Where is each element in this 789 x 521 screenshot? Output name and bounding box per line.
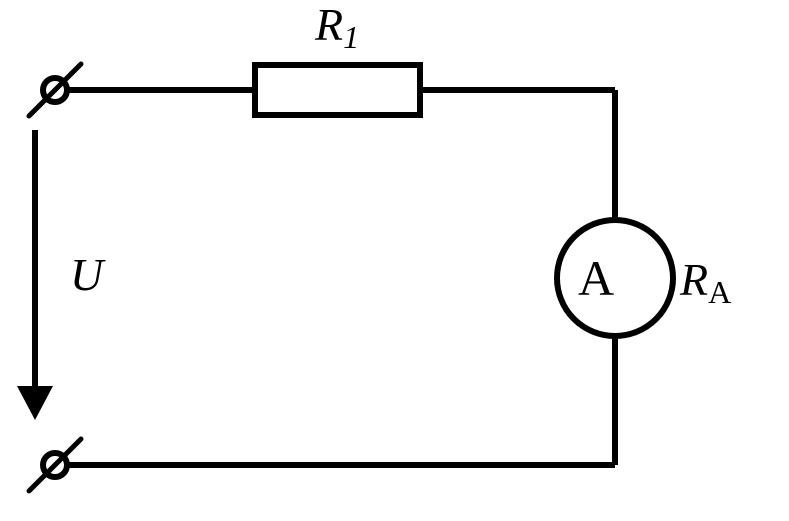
resistor-label: R1 [314,0,359,55]
ammeter-res-sub: A [708,274,732,310]
ammeter-res-label: RA [679,254,732,310]
resistor [255,65,420,115]
voltage-label-text: U [70,249,106,300]
ammeter-letter: A [578,250,614,306]
voltage-arrow [17,130,53,420]
resistor-label-sub: 1 [343,19,359,55]
ammeter-res-base: R [679,254,708,305]
ammeter [557,220,673,336]
voltage-label: U [70,249,106,300]
resistor-label-base: R [314,0,343,50]
ammeter-letter-text: A [578,250,614,306]
